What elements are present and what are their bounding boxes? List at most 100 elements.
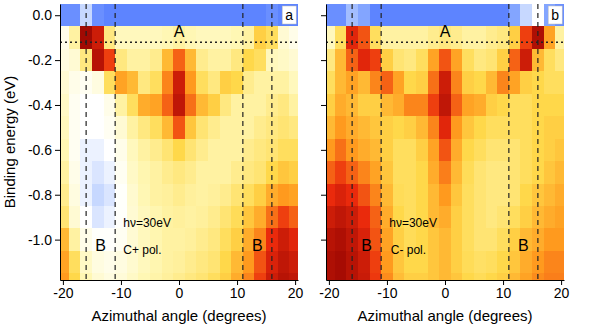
cell [451,139,463,162]
reference-line [537,4,538,280]
cell [185,26,197,49]
cell [278,184,290,207]
cell [428,94,440,117]
reference-line [326,41,564,43]
cell [278,26,290,49]
cell [69,161,81,184]
cell [393,273,405,280]
cell [474,116,486,139]
cell [393,26,405,49]
cell [358,251,370,274]
cell [462,116,474,139]
cell [150,94,162,117]
cell [80,26,92,49]
cell [335,49,347,72]
panel-letter: a [282,6,296,24]
cell [358,71,370,94]
cell [439,251,451,274]
cell [381,71,393,94]
cell [115,116,127,139]
cell [520,273,532,280]
cell [150,4,162,27]
cell [162,49,174,72]
cell [60,139,69,162]
cell [520,26,532,49]
cell [393,184,405,207]
cell [208,184,220,207]
reference-line [86,4,87,280]
tick-label: -0.2 [28,52,52,68]
cell [370,49,382,72]
cell [254,139,266,162]
cell [416,49,428,72]
cell [509,49,521,72]
cell [266,161,278,184]
reference-line [352,4,353,280]
cell [138,184,150,207]
cell [486,4,498,27]
annotation: B [518,237,529,254]
cell [439,139,451,162]
cell [486,26,498,49]
cell [428,71,440,94]
cell [370,206,382,229]
cell [231,49,243,72]
cell [555,26,564,49]
cell [462,206,474,229]
reference-line [115,4,116,280]
tick: 0 [176,280,184,301]
cell [104,116,116,139]
cell [127,71,139,94]
cell [127,116,139,139]
cell [266,71,278,94]
cell [381,161,393,184]
cell [231,139,243,162]
tick: -0.2 [28,52,60,68]
cell [428,161,440,184]
cell [474,206,486,229]
cell [393,71,405,94]
cell [532,161,544,184]
cell [335,139,347,162]
cell [92,71,104,94]
cell [381,4,393,27]
tick-mark [321,15,326,16]
cell [220,228,232,251]
tick-mark [321,150,326,151]
cell [150,49,162,72]
cell [150,116,162,139]
cell [278,228,290,251]
cell [416,273,428,280]
cell [60,71,69,94]
tick-label: -0.8 [28,187,52,203]
cell [208,94,220,117]
cell [486,116,498,139]
cell [370,251,382,274]
cell [326,161,335,184]
cell [439,94,451,117]
cell [346,161,358,184]
cell [208,139,220,162]
cell [162,139,174,162]
cell [462,4,474,27]
cell [462,161,474,184]
cell [555,228,564,251]
cell [196,206,208,229]
cell [254,4,266,27]
cell [451,4,463,27]
cell [486,139,498,162]
cell [231,94,243,117]
annotation: A [440,23,451,40]
tick-label: 10 [230,285,246,301]
cell [138,161,150,184]
cell [115,273,127,280]
cell [278,71,290,94]
cell [243,273,255,280]
cell [393,139,405,162]
reference-line [381,4,382,280]
cell [220,139,232,162]
cell [127,49,139,72]
cell [346,206,358,229]
cell [80,206,92,229]
cell [544,139,556,162]
